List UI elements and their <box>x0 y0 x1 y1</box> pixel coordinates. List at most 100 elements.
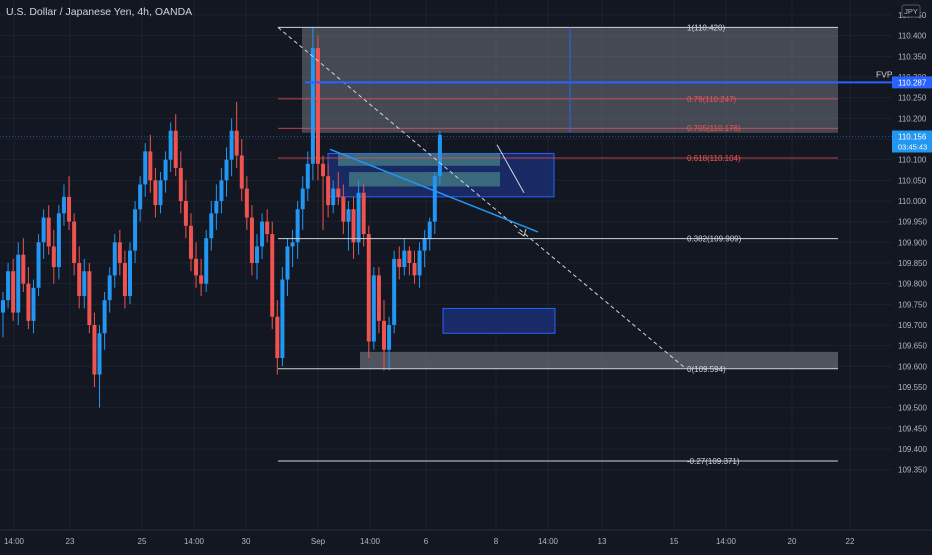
demand-zone-box <box>360 351 838 369</box>
time-axis-tick: 22 <box>846 537 855 546</box>
candle-body <box>229 130 234 160</box>
currency-badge: JPY <box>904 7 918 16</box>
candle-body <box>26 283 31 321</box>
candle-body <box>183 200 188 226</box>
candle-body <box>407 250 412 263</box>
candle-body <box>31 287 36 321</box>
candle-body <box>61 196 66 214</box>
candle-body <box>382 320 386 350</box>
candle-body <box>402 250 407 268</box>
candle-body <box>239 155 244 189</box>
fib-level-label: 0(109.594) <box>687 365 726 374</box>
time-axis-background <box>0 530 932 550</box>
candle-body <box>209 213 214 239</box>
candle-body <box>51 246 56 268</box>
candle-body <box>178 167 183 201</box>
candle-body <box>260 221 265 247</box>
candle-body <box>285 246 290 280</box>
candle-body <box>300 188 305 210</box>
diagonal-dashed-line <box>277 27 687 370</box>
candle-body <box>255 246 259 263</box>
price-axis-tick: 109.600 <box>898 362 927 371</box>
candle-body <box>376 275 381 321</box>
fvp-price-box <box>892 76 932 89</box>
candle-body <box>397 258 402 268</box>
time-axis-tick: 14:00 <box>538 537 559 546</box>
candle-body <box>422 238 427 251</box>
candle-body <box>234 130 239 156</box>
fvp-label: FVP <box>876 69 893 79</box>
countdown-label: 03:45:43 <box>898 143 927 152</box>
candle-body <box>392 258 397 325</box>
fib-level-label: 1(110.420) <box>687 23 725 32</box>
price-axis-tick: 110.050 <box>898 176 927 185</box>
fvg-zone-2 <box>349 172 500 187</box>
price-axis-tick: 109.800 <box>898 280 927 289</box>
candle-body <box>21 254 26 284</box>
candle-body <box>371 275 376 342</box>
time-axis-tick: 23 <box>66 537 75 546</box>
order-block-lower <box>442 307 556 334</box>
candle-body <box>305 163 310 189</box>
candle-body <box>280 279 285 359</box>
price-axis-tick: 110.250 <box>898 94 927 103</box>
price-axis-tick: 109.550 <box>898 383 927 392</box>
candle-body <box>67 196 72 222</box>
price-axis-tick: 109.400 <box>898 445 927 454</box>
current-price-box <box>892 130 932 153</box>
candle-body <box>133 209 138 251</box>
candle-body <box>112 242 117 276</box>
candle-body <box>366 234 371 342</box>
time-axis-tick: 14:00 <box>360 537 381 546</box>
candle-body <box>204 238 209 284</box>
price-axis-tick: 109.950 <box>898 218 927 227</box>
candle-body <box>158 180 163 206</box>
time-axis-tick: 15 <box>670 537 679 546</box>
projection-arrowhead <box>517 228 527 237</box>
time-axis-tick: 8 <box>494 537 499 546</box>
fib-level-label: 0.79(110.247) <box>687 95 737 104</box>
candle-body <box>275 316 280 359</box>
trend-line <box>329 148 539 233</box>
candle-body <box>321 163 326 177</box>
candle-body <box>56 213 61 268</box>
candle-body <box>351 209 356 243</box>
time-axis-tick: 14:00 <box>184 537 205 546</box>
candle-body <box>315 48 320 164</box>
candle-body <box>1 300 5 313</box>
candle-body <box>427 221 432 239</box>
fib-level-label: -0.27(109.371) <box>687 457 740 466</box>
time-axis-tick: 30 <box>242 537 251 546</box>
projection-arrow <box>496 144 525 193</box>
candle-body <box>11 271 16 313</box>
current-price-label: 110.156 <box>898 133 927 142</box>
candle-body <box>92 324 97 375</box>
fib-level-label: 0.705(110.176) <box>687 124 741 133</box>
candle-body <box>249 217 254 263</box>
time-axis-tick: 6 <box>424 537 429 546</box>
candle-body <box>77 262 82 297</box>
candle-body <box>163 159 168 181</box>
chart-title: U.S. Dollar / Japanese Yen, 4h, OANDA <box>6 6 193 18</box>
candle-body <box>310 48 315 164</box>
candle-body <box>295 209 300 243</box>
candle-body <box>168 130 173 160</box>
candle-body <box>82 271 87 297</box>
price-axis-tick: 109.450 <box>898 424 927 433</box>
price-axis-tick: 110.100 <box>898 156 927 165</box>
candle-body <box>214 200 219 214</box>
price-axis-tick: 110.350 <box>898 52 927 61</box>
time-axis-tick: 25 <box>138 537 147 546</box>
candle-body <box>219 180 224 201</box>
candle-body <box>336 188 341 197</box>
candle-body <box>265 221 270 235</box>
candle-body <box>417 250 422 276</box>
price-axis-tick: 109.500 <box>898 404 927 413</box>
fib-level-label: 0.618(110.104) <box>687 154 741 163</box>
candle-body <box>194 258 199 276</box>
candle-body <box>341 196 346 222</box>
candle-body <box>148 151 153 181</box>
